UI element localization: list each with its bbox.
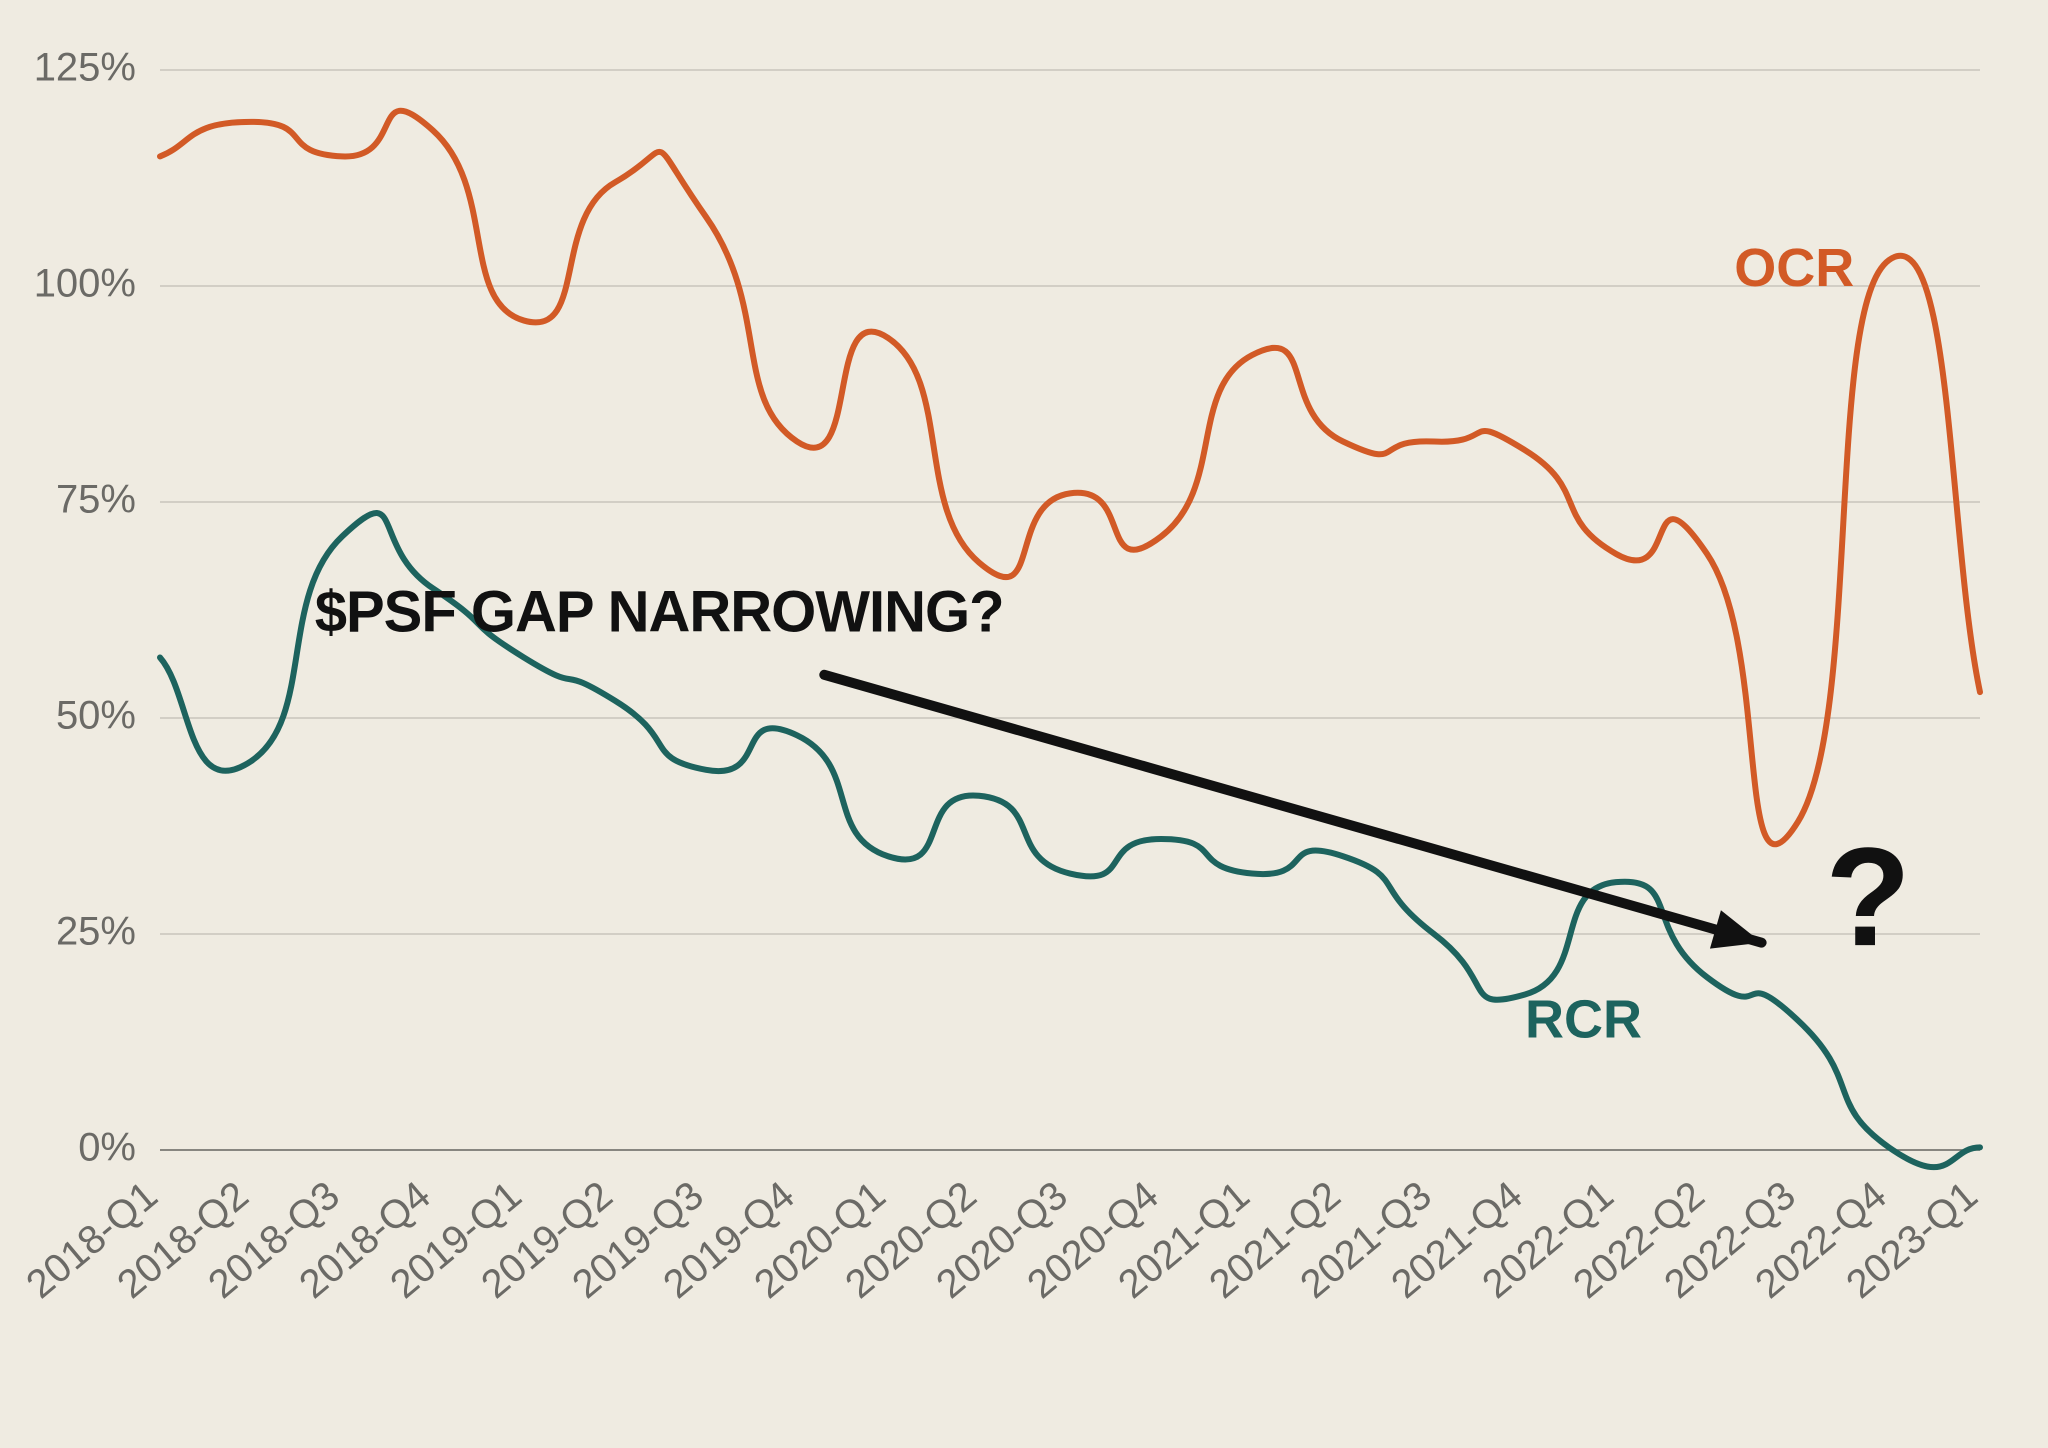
ytick-label: 25% xyxy=(56,910,136,954)
annotation-question-mark: ? xyxy=(1825,818,1911,975)
ytick-label: 0% xyxy=(78,1126,136,1170)
ytick-label: 125% xyxy=(34,46,136,90)
ocr-label: OCR xyxy=(1734,238,1854,298)
ytick-label: 100% xyxy=(34,262,136,306)
rcr-label: RCR xyxy=(1525,990,1642,1050)
chart-container: 0%25%50%75%100%125%2018-Q12018-Q22018-Q3… xyxy=(0,0,2048,1448)
ytick-label: 50% xyxy=(56,694,136,738)
ocr-rcr-chart: 0%25%50%75%100%125%2018-Q12018-Q22018-Q3… xyxy=(0,0,2048,1448)
ytick-label: 75% xyxy=(56,478,136,522)
annotation-text: $PSF GAP NARROWING? xyxy=(315,580,1004,645)
